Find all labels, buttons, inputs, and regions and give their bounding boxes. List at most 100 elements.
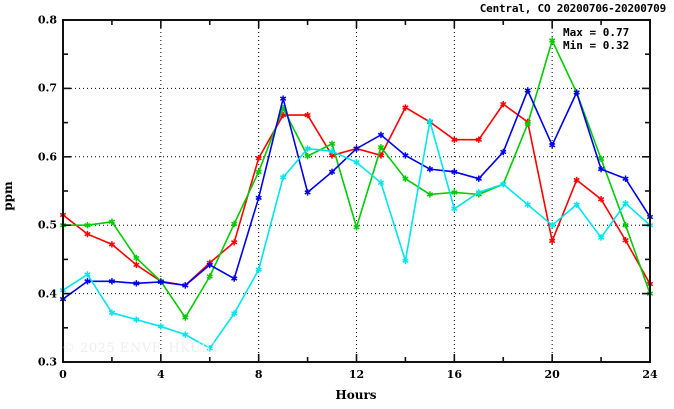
data-point xyxy=(133,280,140,287)
data-point xyxy=(206,273,213,280)
data-point xyxy=(402,104,409,111)
data-point xyxy=(573,176,580,184)
y-tick-label: 0.5 xyxy=(37,218,57,232)
data-point xyxy=(133,261,140,269)
chart-title: Central, CO 20200706-20200709 xyxy=(479,2,666,15)
data-point xyxy=(475,136,482,143)
data-point xyxy=(328,140,336,148)
data-point xyxy=(402,152,409,159)
x-tick-label: 12 xyxy=(348,368,365,381)
data-point xyxy=(524,201,531,208)
data-point xyxy=(524,87,531,94)
data-point xyxy=(255,194,262,202)
data-point xyxy=(206,261,213,269)
data-point xyxy=(108,241,116,248)
data-point xyxy=(328,168,336,176)
data-point xyxy=(622,200,629,207)
data-point xyxy=(549,141,556,149)
data-point xyxy=(255,266,262,273)
data-point xyxy=(402,257,409,264)
data-point xyxy=(549,222,556,229)
data-point xyxy=(231,310,238,317)
series-line xyxy=(63,38,651,320)
data-point xyxy=(500,148,507,156)
x-axis-label: Hours xyxy=(335,388,377,402)
data-point xyxy=(279,95,287,102)
data-point xyxy=(133,254,140,262)
data-point xyxy=(206,345,213,352)
min-annotation: Min = 0.32 xyxy=(563,39,630,52)
max-annotation: Max = 0.77 xyxy=(563,26,630,39)
data-point xyxy=(108,278,116,285)
data-point xyxy=(451,189,458,196)
data-point xyxy=(549,37,556,44)
data-point xyxy=(597,196,605,203)
data-point xyxy=(84,230,91,238)
data-point xyxy=(328,148,336,155)
data-point xyxy=(622,222,629,229)
x-tick-label: 16 xyxy=(446,368,462,381)
data-point xyxy=(500,100,507,108)
x-tick-label: 20 xyxy=(544,368,560,381)
data-point xyxy=(426,191,434,198)
data-point xyxy=(255,168,262,176)
y-tick-label: 0.7 xyxy=(37,81,57,95)
x-tick-label: 8 xyxy=(254,368,263,381)
series-line xyxy=(62,88,651,300)
y-tick-label: 0.8 xyxy=(37,13,57,27)
x-tick-label: 24 xyxy=(642,368,658,381)
data-point xyxy=(108,218,116,225)
series-20200707 xyxy=(59,37,654,321)
data-point xyxy=(157,278,164,286)
data-point xyxy=(597,155,605,163)
x-tick-label: 4 xyxy=(157,368,165,381)
minmax-annotation: Max = 0.77 Min = 0.32 xyxy=(563,26,629,52)
data-point xyxy=(133,316,140,323)
data-point xyxy=(304,111,311,119)
data-point xyxy=(573,89,580,96)
data-point xyxy=(182,331,189,338)
data-point xyxy=(549,237,556,245)
data-point xyxy=(451,168,458,176)
data-point xyxy=(231,275,238,282)
series-20200709 xyxy=(59,118,654,352)
y-tick-label: 0.3 xyxy=(37,355,57,369)
data-point xyxy=(500,180,507,188)
data-point xyxy=(597,165,605,173)
data-point xyxy=(426,118,434,125)
data-point xyxy=(573,201,580,208)
data-point xyxy=(377,131,385,139)
data-point xyxy=(597,234,605,241)
data-point xyxy=(279,174,287,181)
data-point xyxy=(108,309,116,316)
data-point xyxy=(451,136,458,143)
data-point xyxy=(84,222,91,229)
data-point xyxy=(426,165,434,173)
data-point xyxy=(353,224,360,231)
data-point xyxy=(84,278,91,285)
data-point xyxy=(524,120,531,128)
y-tick-label: 0.6 xyxy=(37,150,57,164)
data-point xyxy=(402,175,409,182)
data-point xyxy=(622,175,629,182)
y-axis-label: ppm xyxy=(1,181,15,211)
data-point xyxy=(475,189,482,196)
axis-frame xyxy=(62,19,651,363)
data-point xyxy=(231,220,238,228)
x-tick-label: 0 xyxy=(59,368,67,381)
data-point xyxy=(451,205,458,212)
data-point xyxy=(377,144,385,151)
data-point xyxy=(353,145,360,152)
data-point xyxy=(255,154,262,162)
data-point xyxy=(182,282,189,289)
y-tick-label: 0.4 xyxy=(37,287,57,301)
series-line xyxy=(62,103,651,287)
data-point xyxy=(475,175,482,182)
data-point xyxy=(304,189,311,196)
data-point xyxy=(353,159,360,166)
data-point xyxy=(304,145,311,152)
data-point xyxy=(84,271,91,278)
data-point xyxy=(231,239,238,246)
series-20200708 xyxy=(59,87,654,303)
